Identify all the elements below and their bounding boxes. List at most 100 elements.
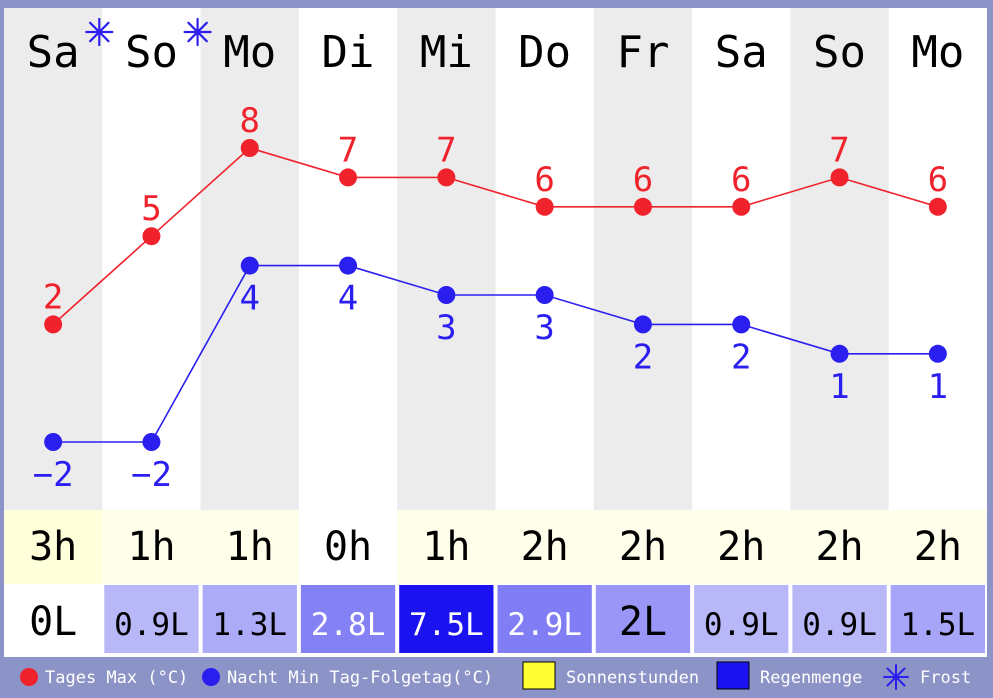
- min-temp-label: −2: [33, 455, 74, 495]
- max-temp-label: 6: [534, 160, 554, 200]
- min-temp-point: [732, 315, 751, 334]
- max-temp-point: [732, 197, 751, 216]
- rain-cell: [300, 585, 396, 653]
- legend-swatch-icon: [522, 661, 556, 690]
- rain-label: 0.9L: [802, 607, 877, 643]
- min-temp-label: 2: [633, 337, 653, 377]
- max-temp-point: [633, 197, 652, 216]
- min-temp-point: [339, 256, 358, 275]
- sunshine-label: 2h: [619, 524, 667, 570]
- max-temp-label: 6: [633, 160, 653, 200]
- legend-frost-icon: [883, 664, 909, 690]
- min-temp-label: 2: [731, 337, 751, 377]
- legend-frost-icon-stroke: [886, 667, 906, 687]
- sunshine-cell: [102, 510, 201, 584]
- sunshine-cell: [200, 510, 299, 584]
- legend-svg: Tages Max (°C) Nacht Min Tag-Folgetag(°C)…: [20, 661, 971, 690]
- rain-cell: [6, 585, 101, 653]
- rain-label: 1.3L: [212, 607, 287, 643]
- max-temp-label: 7: [436, 130, 456, 170]
- day-label: Fr: [616, 27, 669, 78]
- max-temp-point: [437, 168, 456, 187]
- sunshine-cell: [4, 510, 103, 584]
- max-temp-point: [240, 139, 259, 157]
- sunshine-label: 3h: [29, 524, 77, 570]
- max-temp-line: [52, 147, 939, 325]
- legend-label: Frost: [920, 668, 971, 688]
- min-temp-label: 3: [534, 308, 554, 348]
- min-temp-point: [928, 344, 947, 363]
- day-label: Mi: [420, 27, 473, 78]
- legend-swatch-icon: [716, 661, 750, 690]
- min-temp-label: 1: [829, 367, 849, 407]
- rain-cell: [104, 585, 199, 653]
- min-temp-label: 4: [240, 279, 260, 319]
- frost-icon: [183, 17, 212, 47]
- min-temp-label: 1: [928, 367, 948, 407]
- min-temp-point: [535, 286, 554, 304]
- forecast-chart-svg: Sa So Mo Di Mi Do Fr Sa So Mo 2 5 8 7 7 6 6 6 7 6 −2 −2 4 4 3 3 2 2…: [4, 8, 987, 653]
- max-temp-point: [339, 168, 358, 187]
- legend-label: Nacht Min Tag-Folgetag(°C): [227, 668, 493, 688]
- rain-label: 7.5L: [409, 607, 484, 643]
- sunshine-label: 2h: [914, 524, 962, 570]
- min-temp-label: 4: [338, 279, 358, 319]
- legend-label: Sonnenstunden: [566, 668, 699, 688]
- day-label: So: [125, 27, 178, 78]
- min-temp-label: 3: [436, 308, 456, 348]
- min-temp-point: [437, 286, 456, 304]
- column-stripe: [593, 8, 693, 510]
- max-temp-label: 7: [829, 130, 849, 170]
- max-temp-point: [830, 168, 849, 187]
- frost-icon-stroke: [89, 21, 110, 43]
- day-label: Di: [322, 27, 375, 78]
- min-temp-point: [240, 256, 259, 275]
- sunshine-cell: [888, 510, 987, 584]
- day-label: Do: [518, 27, 571, 78]
- max-temp-label: 2: [43, 277, 63, 317]
- rain-cell: [497, 585, 592, 653]
- legend-dot-icon: [20, 668, 38, 686]
- sunshine-cell: [692, 510, 791, 584]
- min-temp-line: [53, 264, 938, 443]
- day-label: Mo: [223, 27, 276, 78]
- column-stripe: [397, 8, 496, 510]
- min-temp-label: −2: [131, 455, 172, 495]
- sunshine-label: 0h: [324, 524, 372, 570]
- day-label: Sa: [27, 27, 80, 78]
- column-stripe: [4, 8, 103, 510]
- day-label: So: [813, 27, 866, 78]
- legend: Tages Max (°C) Nacht Min Tag-Folgetag(°C)…: [0, 657, 993, 698]
- sunshine-cell: [397, 510, 496, 584]
- rain-label: 0.9L: [704, 607, 779, 643]
- sunshine-label: 1h: [226, 524, 274, 570]
- rain-cell: [595, 585, 691, 653]
- day-label: Mo: [911, 27, 964, 78]
- sunshine-label: 2h: [521, 524, 569, 570]
- column-stripe: [790, 8, 889, 510]
- frost-icon: [85, 17, 114, 47]
- rain-label: 0L: [29, 599, 77, 645]
- rain-label: 1.5L: [901, 607, 976, 643]
- rain-cell: [399, 585, 494, 653]
- legend-label: Regenmenge: [760, 668, 862, 688]
- legend-dot-icon: [202, 668, 220, 686]
- legend-label: Tages Max (°C): [45, 668, 188, 688]
- sunshine-label: 2h: [815, 524, 863, 570]
- day-label: Sa: [715, 27, 768, 78]
- max-temp-label: 5: [141, 189, 161, 229]
- min-temp-point: [142, 433, 161, 451]
- sunshine-cell: [495, 510, 594, 584]
- sunshine-label: 1h: [127, 524, 175, 570]
- max-temp-label: 6: [731, 160, 751, 200]
- rain-cell: [890, 585, 985, 653]
- rain-label: 2.8L: [311, 607, 386, 643]
- rain-cell: [694, 585, 789, 653]
- rain-label: 2L: [619, 599, 667, 645]
- max-temp-label: 7: [338, 130, 358, 170]
- frost-icon-stroke: [187, 21, 208, 43]
- rain-label: 2.9L: [507, 607, 582, 643]
- max-temp-label: 6: [928, 160, 948, 200]
- sunshine-cell: [593, 510, 693, 584]
- sunshine-label: 1h: [422, 524, 470, 570]
